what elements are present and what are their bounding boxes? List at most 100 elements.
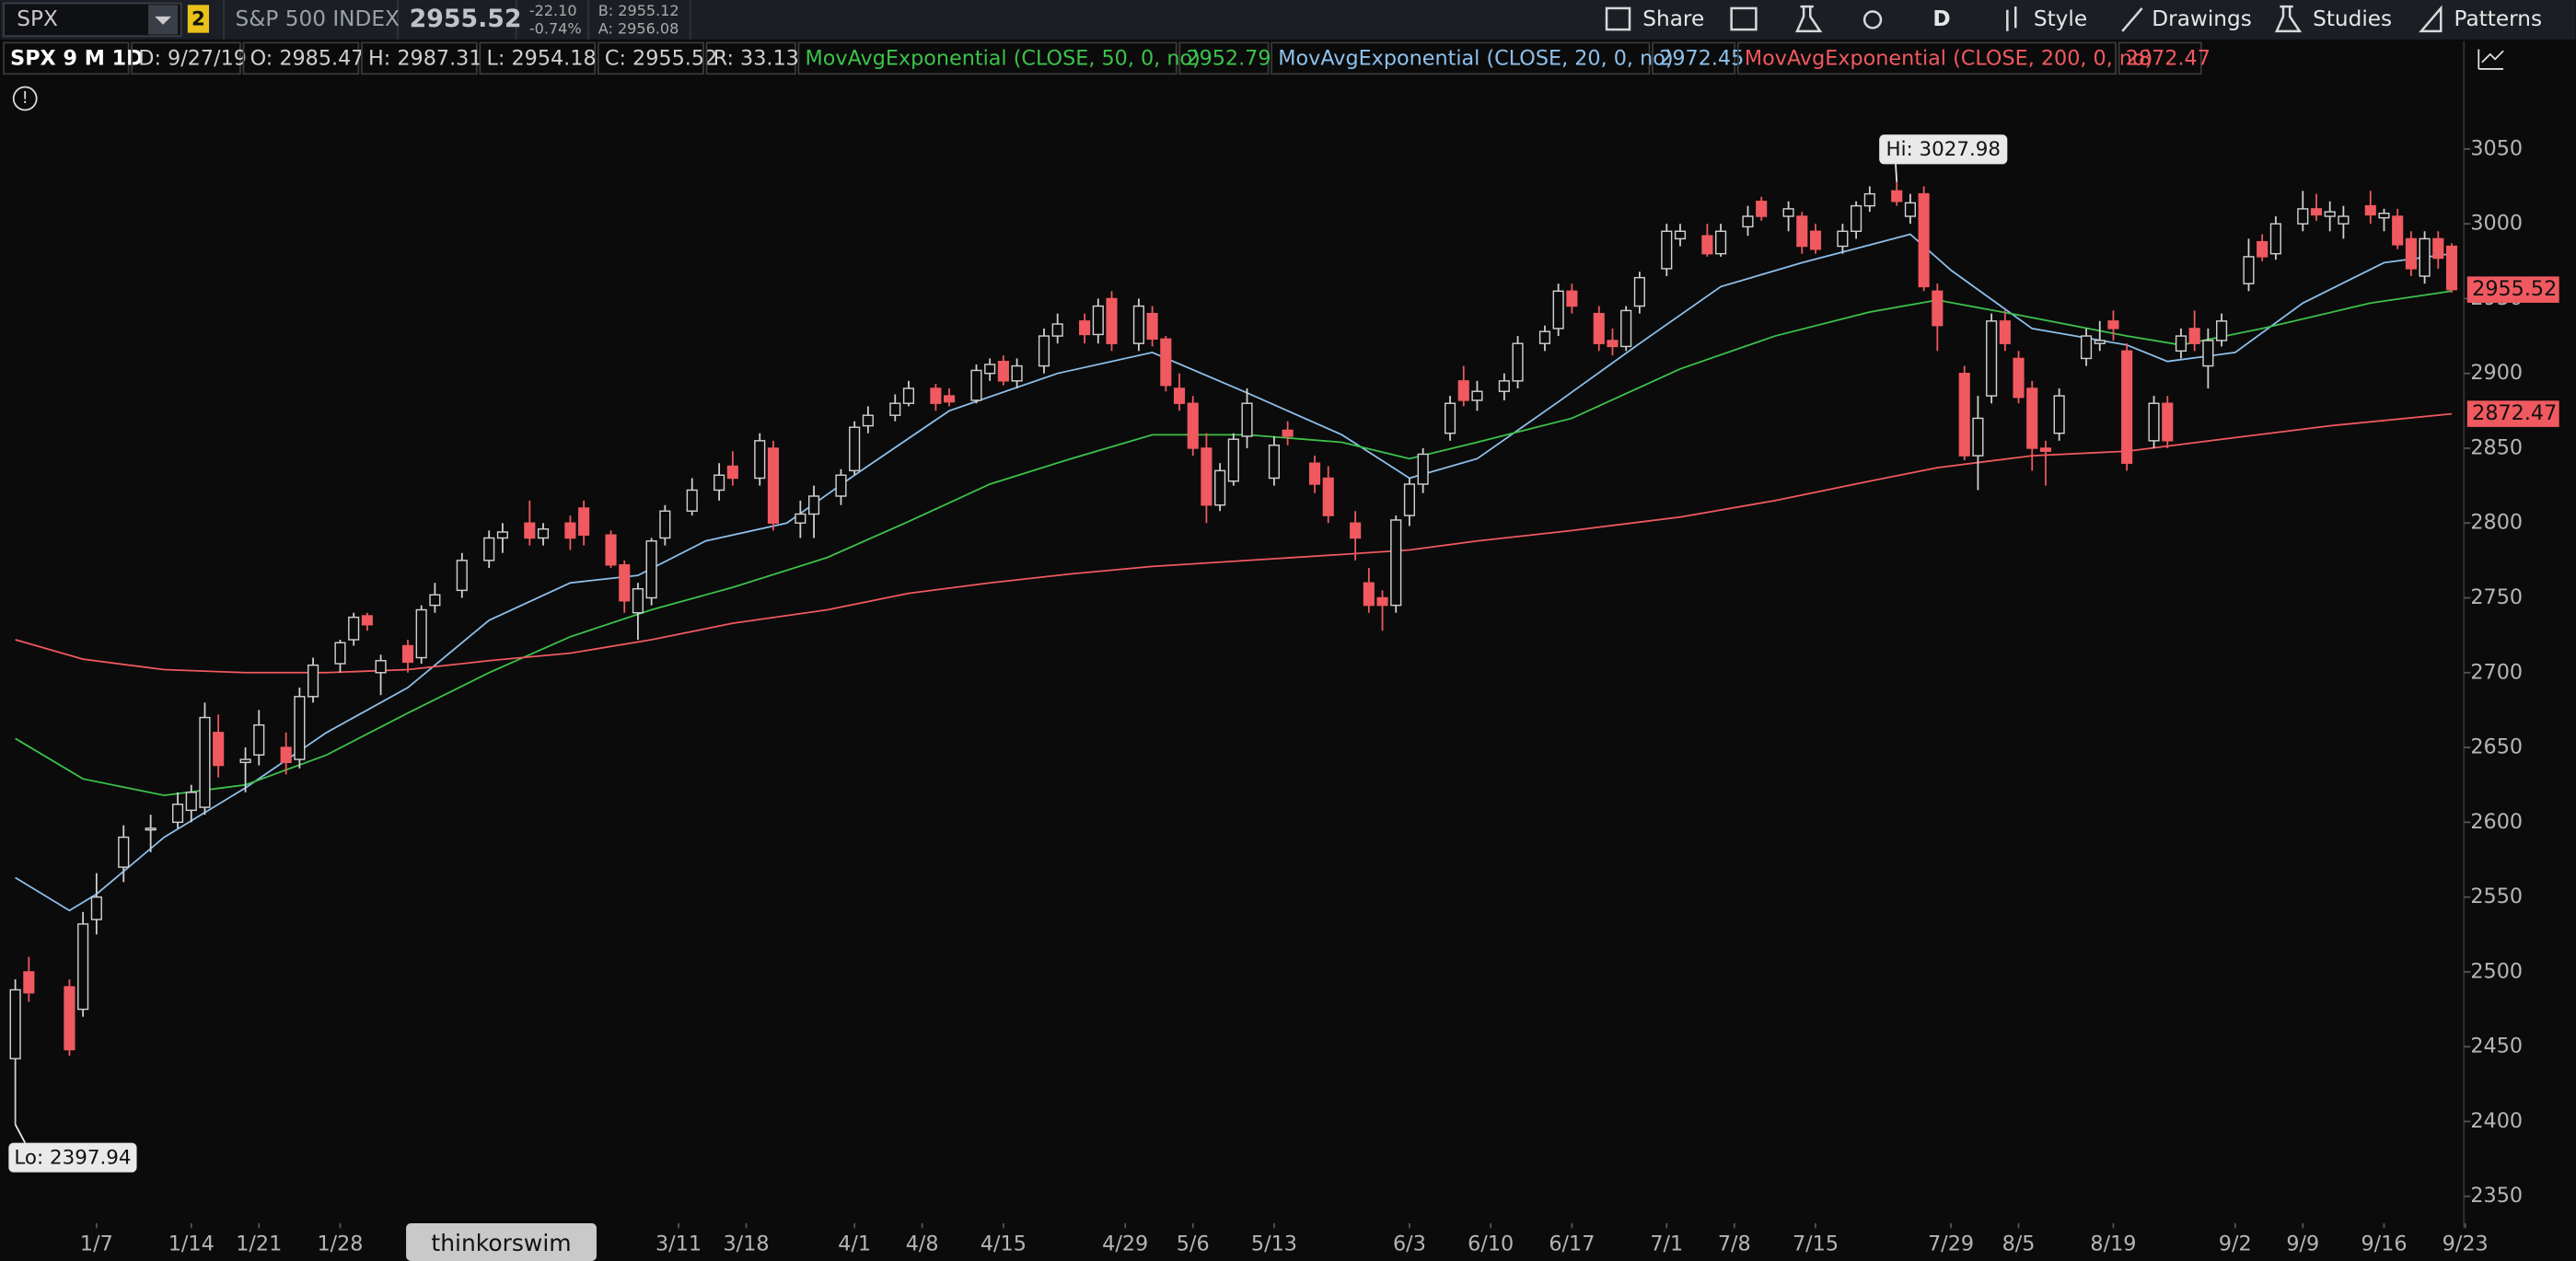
candle-body (2269, 223, 2281, 255)
candle-body (1538, 330, 1551, 344)
candle-body (1282, 429, 1294, 437)
candle-body (2338, 215, 2350, 225)
candle-body (334, 642, 346, 665)
candle-body (1552, 290, 1564, 330)
grid-icon (1730, 6, 1758, 31)
ask: A: 2956.08 (598, 20, 679, 38)
candle-body (496, 531, 508, 539)
candle-body (984, 364, 996, 375)
candle-body (1566, 290, 1578, 307)
candle-body (944, 395, 956, 403)
candle-body (1674, 230, 1687, 240)
toolbar-button[interactable]: Studies (2313, 6, 2392, 31)
candle-body (1173, 388, 1186, 404)
annotation-pointer (1895, 164, 1898, 182)
x-tick-label: 5/13 (1251, 1232, 1297, 1256)
y-tick-label: 2850 (2470, 435, 2523, 459)
info-cell (2118, 41, 2202, 75)
footer-tab[interactable] (406, 1222, 597, 1261)
candle-body (23, 971, 35, 994)
candle-body (348, 616, 360, 641)
link-badge[interactable] (187, 5, 210, 33)
candle-body (2094, 340, 2106, 344)
toolbar-button[interactable]: Share (1642, 6, 1704, 31)
candle-body (2039, 447, 2052, 452)
candle-body (1796, 215, 1808, 248)
candle-body (2026, 388, 2038, 449)
gear-icon (1862, 10, 1883, 29)
candle-body (1661, 230, 1673, 270)
info-text: D: 9/27/19 (138, 47, 247, 71)
candle-body (1051, 323, 1063, 337)
candle-body (726, 465, 738, 480)
candle-body (2257, 240, 2269, 258)
x-tick-label: 7/15 (1793, 1232, 1839, 1256)
candle-body (2148, 402, 2160, 442)
info-text: 2972.45 (1659, 47, 1744, 71)
candle-body (1471, 390, 1483, 401)
candle-body (1227, 438, 1239, 482)
candle-body (2080, 335, 2093, 360)
candle-body (118, 836, 130, 868)
toolbar-button[interactable]: Patterns (2454, 6, 2543, 31)
toolbar-button[interactable]: Drawings (2152, 6, 2252, 31)
candle-body (1633, 276, 1645, 307)
x-tick-label: 1/28 (317, 1232, 363, 1256)
x-tick-label: 4/15 (981, 1232, 1027, 1256)
candle-body (1891, 190, 1903, 202)
candle-body (970, 369, 982, 401)
candle-body (1972, 417, 1984, 457)
candle-body (2175, 335, 2187, 353)
alert-icon[interactable] (12, 86, 38, 111)
candle-body (1079, 320, 1091, 336)
candle-body (807, 495, 820, 515)
annotation-pointer (14, 1124, 27, 1143)
candle-body (1214, 469, 1226, 506)
annotation-text: Hi: 3027.98 (1886, 138, 2002, 161)
net-change: -22.10 (529, 2, 577, 19)
info-cell (1652, 41, 1736, 75)
candle-body (632, 588, 644, 614)
drawings-icon (2121, 7, 2143, 32)
price-tag-text: 2955.52 (2472, 277, 2557, 301)
info-text: R: 33.13 (714, 47, 799, 71)
pct-change: -0.74% (529, 20, 582, 38)
info-text: L: 2954.18 (486, 47, 596, 71)
share-icon (1605, 6, 1631, 31)
candle-body (456, 560, 468, 592)
candle-body (2364, 204, 2376, 216)
toolbar-button[interactable]: Style (2034, 6, 2087, 31)
candle-body (1132, 305, 1144, 344)
candle-body (2013, 357, 2025, 399)
chart-settings-icon[interactable] (2477, 49, 2504, 70)
candle-body (1092, 305, 1104, 336)
candle-body (659, 510, 671, 539)
toolbar-button[interactable]: D (1932, 6, 1950, 31)
candle-body (1322, 477, 1334, 516)
candle-body (2310, 208, 2323, 216)
y-tick-label: 2650 (2470, 735, 2523, 759)
x-tick-label: 4/8 (906, 1232, 939, 1256)
candle-body (1756, 201, 1768, 217)
info-cell (3, 41, 130, 75)
info-text: MovAvgExponential (CLOSE, 50, 0, no) (806, 47, 1201, 71)
info-text: C: 2955.52 (605, 47, 717, 71)
candle-body (1999, 320, 2011, 344)
toolbar-right (1605, 5, 2443, 33)
candle-body (1837, 230, 1849, 248)
candle-body (2121, 350, 2133, 464)
footer-tab-text: thinkorswim (431, 1230, 571, 1256)
link-badge-text: 2 (191, 7, 205, 30)
candle-body (1308, 462, 1321, 485)
candle-body (9, 989, 21, 1059)
candle-body (2419, 237, 2431, 277)
price-tag (2466, 400, 2559, 427)
candle-body (199, 716, 211, 808)
y-tick-label: 2500 (2470, 959, 2523, 983)
y-tick-label: 2350 (2470, 1184, 2523, 1208)
candle-body (835, 474, 847, 497)
candle-body (2432, 237, 2444, 260)
candle-body (171, 804, 184, 824)
candle-body (1607, 340, 1619, 348)
